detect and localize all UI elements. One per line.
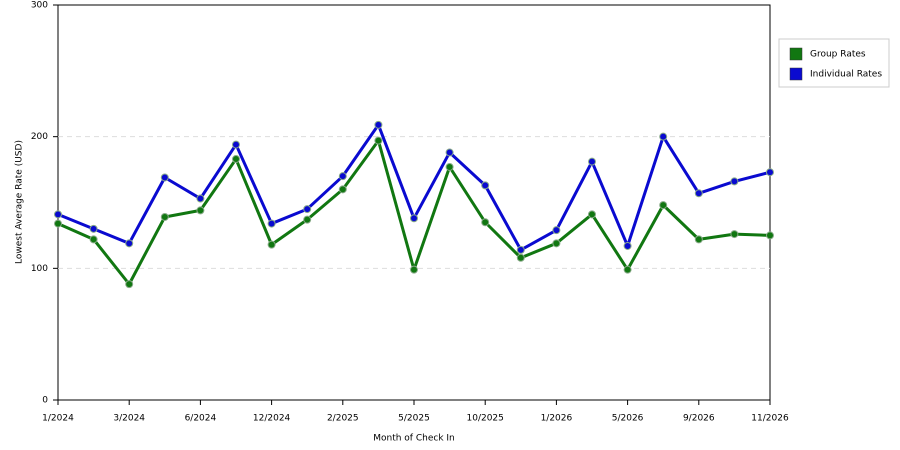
data-point [552,239,561,248]
data-point [552,226,561,235]
data-point [481,181,490,190]
data-point [160,212,169,221]
x-tick-label: 12/2024 [253,414,291,424]
legend-swatch [789,47,803,61]
x-tick-label: 3/2024 [113,414,145,424]
y-axis-label: Lowest Average Rate (USD) [15,140,25,264]
y-tick-label: 300 [31,1,48,11]
y-tick-label: 100 [31,264,48,274]
data-point [303,205,312,214]
x-tick-label: 11/2026 [751,414,789,424]
data-point [232,155,240,164]
x-axis-label: Month of Check In [373,434,455,444]
data-point [125,239,134,248]
data-point [481,218,490,227]
data-point [694,235,703,244]
data-point [410,265,418,274]
x-tick-label: 1/2026 [541,414,573,424]
data-point [410,214,418,223]
data-point [730,177,739,186]
data-point [303,215,312,224]
data-point [374,136,383,145]
data-point [196,206,205,215]
x-tick-label: 10/2025 [467,414,504,424]
legend-label: Group Rates [810,50,866,60]
data-point [588,157,596,166]
data-point [659,201,668,210]
data-point [338,172,347,181]
x-tick-label: 5/2025 [398,414,430,424]
data-point [730,230,739,239]
data-point [588,210,596,219]
data-point [766,168,774,177]
data-point [89,235,98,244]
data-point [516,253,525,262]
series-line [57,123,771,252]
y-tick-label: 0 [42,396,48,406]
data-point [374,120,383,129]
x-tick-label: 6/2024 [185,414,217,424]
x-tick-label: 9/2026 [683,414,715,424]
data-point [54,219,62,228]
data-point [160,173,169,182]
y-tick-label: 200 [31,132,48,142]
data-point [516,245,525,254]
data-point [694,189,703,198]
x-tick-label: 1/2024 [42,414,74,424]
x-tick-label: 5/2026 [612,414,644,424]
x-tick-label: 2/2025 [327,414,359,424]
legend-label: Individual Rates [810,70,882,80]
data-point [267,240,276,249]
data-point [54,210,62,219]
data-point [89,224,98,233]
data-point [267,219,276,228]
data-point [445,162,454,171]
data-point [766,231,774,240]
data-point [232,140,240,149]
legend-swatch [789,67,803,81]
data-point [623,241,632,250]
data-point [659,132,668,141]
data-point [338,185,347,194]
data-point [196,194,205,203]
data-point [445,148,454,157]
data-point [623,265,632,274]
series-line [57,139,771,286]
data-point [125,280,134,289]
